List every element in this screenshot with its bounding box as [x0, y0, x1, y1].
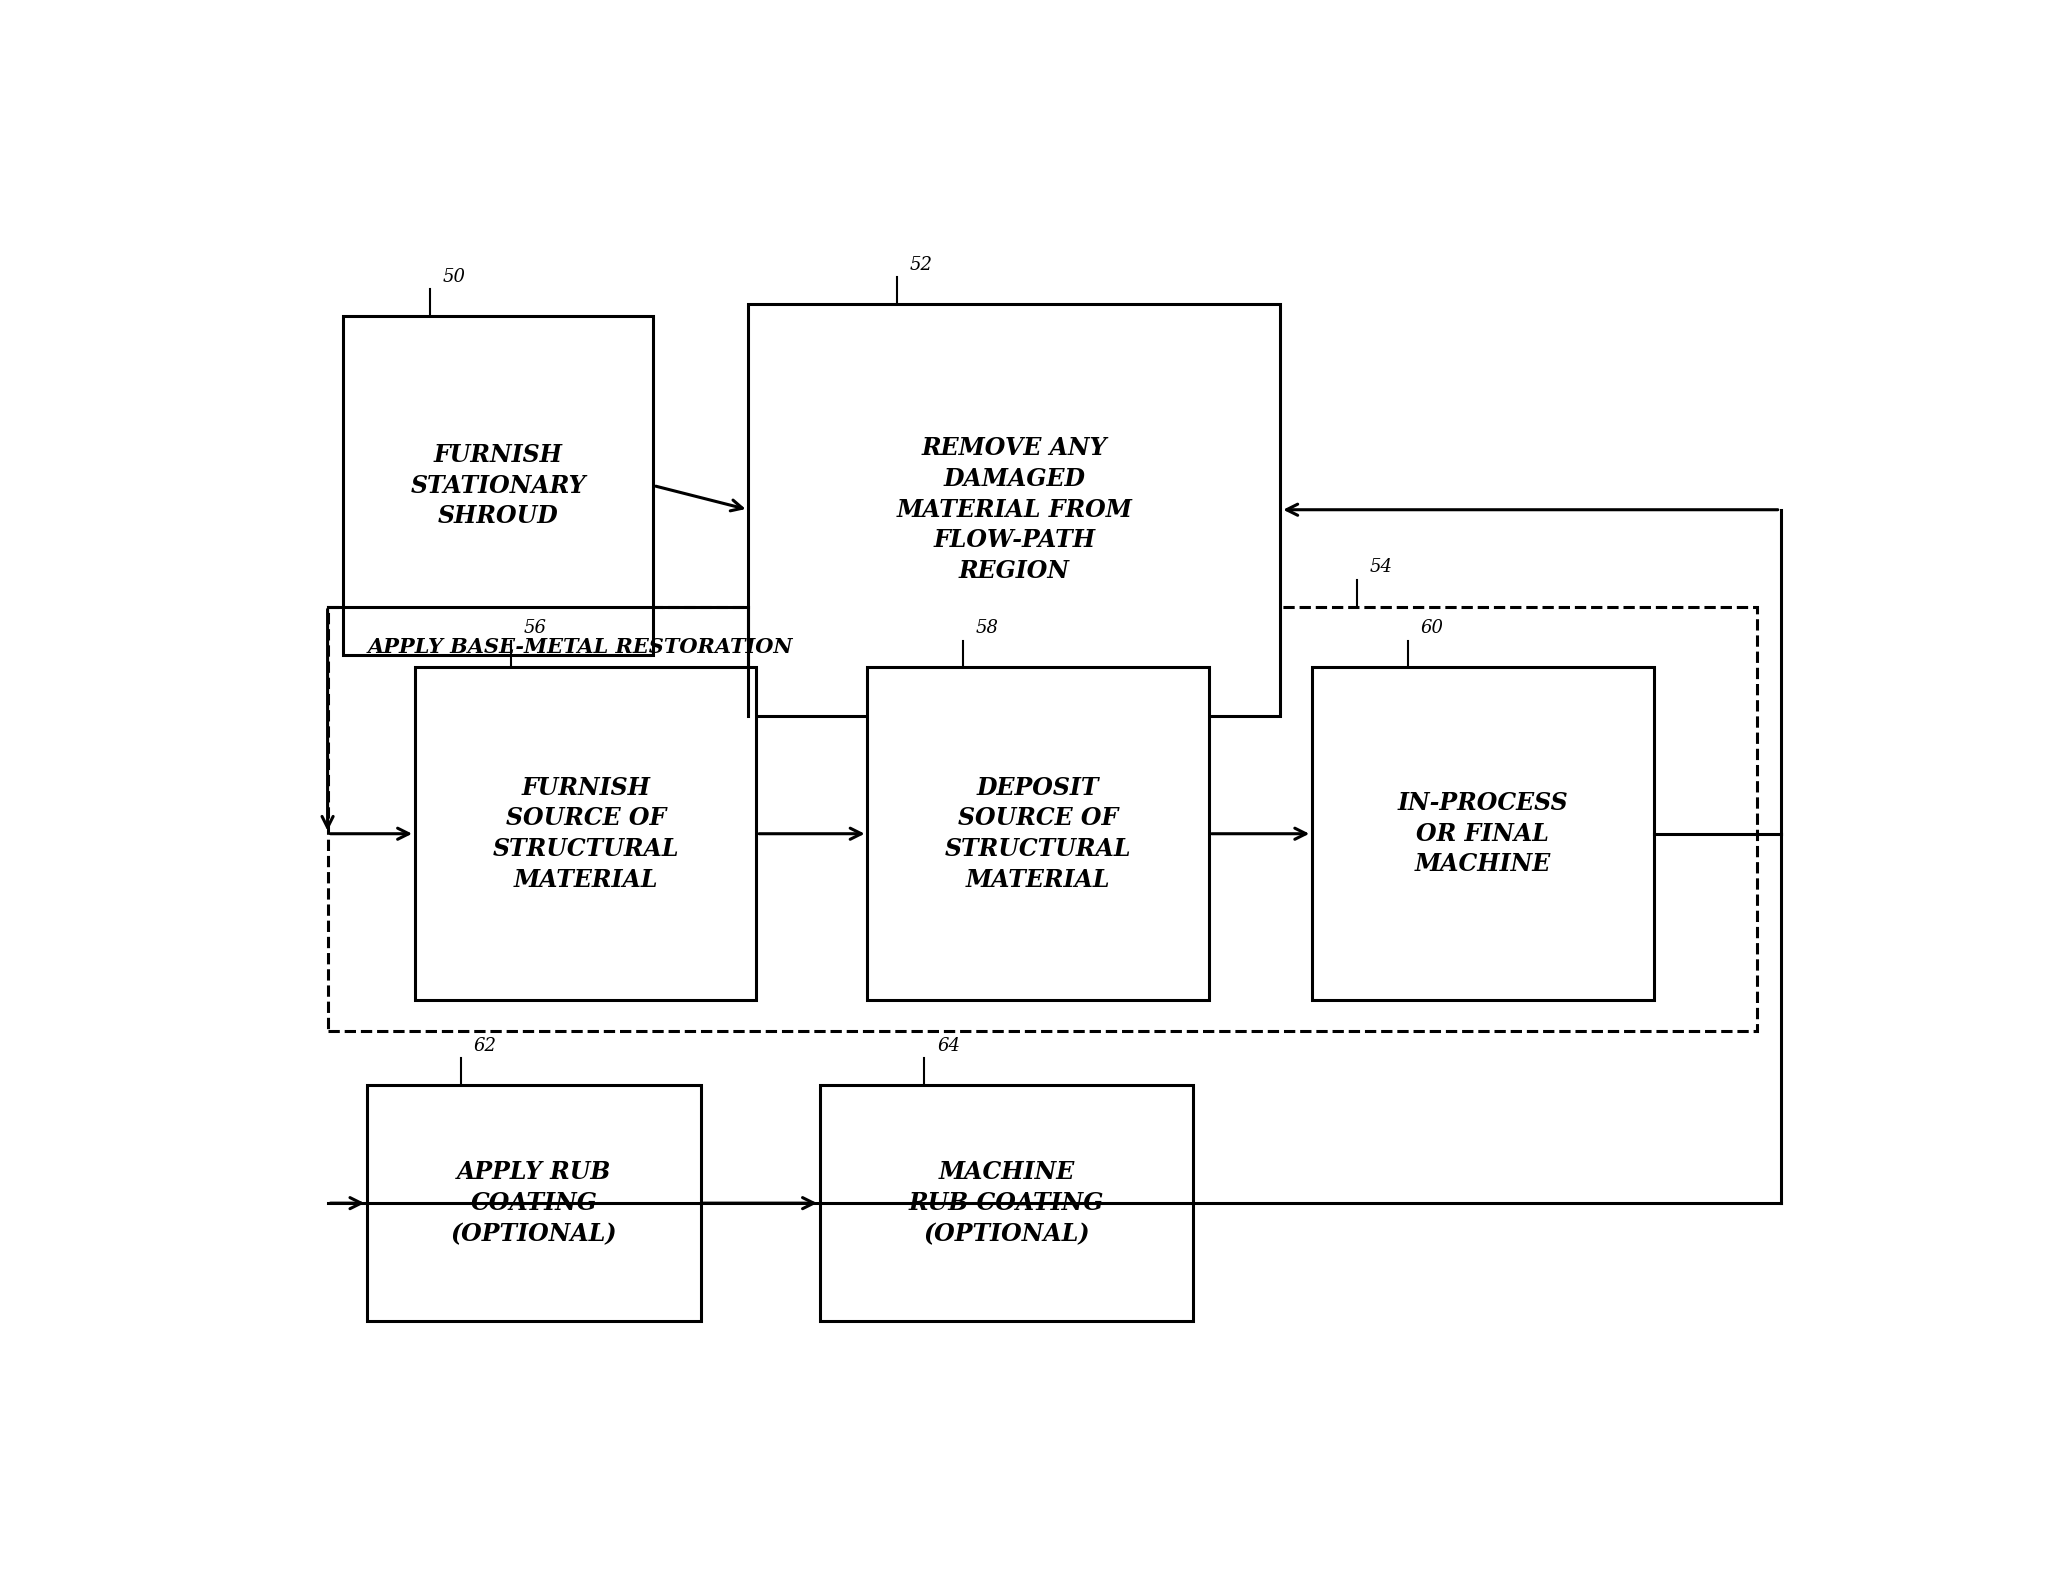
Text: APPLY BASE-METAL RESTORATION: APPLY BASE-METAL RESTORATION [367, 637, 793, 658]
Text: REMOVE ANY
DAMAGED
MATERIAL FROM
FLOW-PATH
REGION: REMOVE ANY DAMAGED MATERIAL FROM FLOW-PA… [897, 436, 1133, 584]
Text: 58: 58 [975, 618, 998, 637]
Text: FURNISH
SOURCE OF
STRUCTURAL
MATERIAL: FURNISH SOURCE OF STRUCTURAL MATERIAL [492, 775, 678, 892]
Text: 64: 64 [936, 1037, 961, 1055]
Text: IN-PROCESS
OR FINAL
MACHINE: IN-PROCESS OR FINAL MACHINE [1397, 791, 1567, 876]
Bar [414, 667, 756, 1000]
Text: DEPOSIT
SOURCE OF
STRUCTURAL
MATERIAL: DEPOSIT SOURCE OF STRUCTURAL MATERIAL [945, 775, 1131, 892]
Bar [1311, 667, 1654, 1000]
Bar [328, 607, 1756, 1030]
Text: 56: 56 [522, 618, 547, 637]
Text: 50: 50 [443, 267, 465, 286]
Text: MACHINE
RUB COATING
(OPTIONAL): MACHINE RUB COATING (OPTIONAL) [910, 1161, 1104, 1246]
Text: 60: 60 [1420, 618, 1442, 637]
Bar [344, 316, 654, 654]
Bar [820, 1085, 1193, 1321]
Bar [748, 304, 1281, 716]
Bar [367, 1085, 701, 1321]
Text: 54: 54 [1369, 558, 1391, 576]
Text: APPLY RUB
COATING
(OPTIONAL): APPLY RUB COATING (OPTIONAL) [451, 1161, 617, 1246]
Text: 52: 52 [910, 255, 932, 274]
Text: FURNISH
STATIONARY
SHROUD: FURNISH STATIONARY SHROUD [410, 444, 586, 529]
Text: 62: 62 [473, 1037, 496, 1055]
Bar [867, 667, 1209, 1000]
